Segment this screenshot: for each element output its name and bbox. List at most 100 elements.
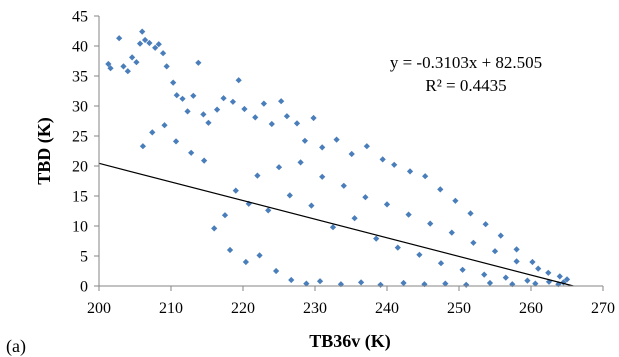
- scatter-point: [563, 276, 571, 283]
- scatter-point: [241, 105, 248, 113]
- y-tick-label: 5: [80, 249, 88, 266]
- scatter-point: [220, 95, 227, 102]
- scatter-point: [221, 212, 229, 219]
- scatter-point: [159, 50, 167, 57]
- scatter-point: [481, 271, 488, 278]
- scatter-point: [377, 281, 384, 288]
- scatter-point: [329, 224, 337, 231]
- scatter-point: [133, 59, 140, 66]
- scatter-point: [491, 248, 499, 255]
- scatter-point: [179, 95, 186, 102]
- scatter-point: [319, 173, 326, 180]
- scatter-point: [373, 235, 380, 242]
- scatter-point: [391, 161, 398, 168]
- scatter-point: [201, 157, 208, 164]
- scatter-point: [463, 281, 470, 288]
- scatter-point: [459, 266, 466, 273]
- y-tick-label: 40: [72, 39, 88, 56]
- scatter-point: [363, 143, 370, 150]
- scatter-point: [448, 229, 455, 236]
- scatter-point: [379, 156, 386, 163]
- scatter-point: [308, 202, 315, 209]
- scatter-point: [173, 92, 180, 99]
- scatter-point: [275, 164, 283, 171]
- scatter-point: [357, 279, 365, 286]
- scatter-point: [293, 120, 301, 127]
- scatter-point: [513, 246, 520, 253]
- scatter-point: [229, 98, 237, 105]
- scatter-point: [252, 114, 259, 121]
- scatter-point: [497, 232, 504, 239]
- scatter-point: [310, 114, 317, 122]
- scatter-point: [211, 225, 218, 232]
- x-tick-label: 270: [591, 300, 615, 317]
- scatter-point: [524, 277, 531, 284]
- y-tick-label: 30: [72, 99, 88, 116]
- x-tick-label: 220: [231, 300, 255, 317]
- scatter-point: [232, 187, 239, 194]
- scatter-point: [394, 244, 401, 251]
- scatter-point: [288, 276, 295, 284]
- scatter-point: [278, 98, 285, 105]
- scatter-point: [416, 251, 423, 258]
- scatter-point: [161, 122, 168, 129]
- scatter-point: [283, 113, 291, 120]
- scatter-point: [141, 36, 149, 44]
- scatter-point: [452, 197, 459, 204]
- y-tick-label: 0: [80, 279, 88, 296]
- scatter-point: [303, 280, 310, 287]
- scatter-point: [213, 106, 221, 113]
- scatter-point: [513, 258, 520, 265]
- y-axis-title: TBD (K): [34, 117, 55, 185]
- scatter-point: [170, 79, 177, 86]
- y-tick-label: 15: [72, 189, 88, 206]
- scatter-point: [340, 182, 347, 189]
- scatter-point: [146, 39, 153, 47]
- scatter-point: [163, 63, 170, 70]
- scatter-point: [242, 258, 249, 266]
- scatter-point: [437, 186, 444, 193]
- x-tick-label: 200: [87, 300, 111, 317]
- scatter-point: [383, 201, 391, 208]
- scatter-point: [405, 211, 412, 218]
- scatter-point: [190, 92, 197, 99]
- tick-labels: 200 210 220 230 240 250 260 270 0 5 10 15 20 25 30 35 40…: [72, 9, 615, 318]
- scatter-point: [205, 119, 212, 126]
- scatter-point: [486, 279, 494, 287]
- scatter-point: [535, 265, 542, 272]
- scatter-point: [316, 278, 324, 285]
- scatter-point: [149, 129, 156, 136]
- scatter-point: [184, 108, 191, 115]
- x-tick-label: 210: [159, 300, 183, 317]
- scatter-point: [319, 144, 326, 151]
- scatter-point: [129, 54, 136, 61]
- scatter-point: [470, 239, 477, 246]
- scatter-point: [529, 258, 536, 266]
- trendline: [98, 162, 574, 287]
- scatter-point: [351, 215, 358, 222]
- scatter-point: [362, 194, 369, 201]
- scatter-point: [437, 260, 445, 267]
- scatter-point: [286, 192, 293, 199]
- scatter-point: [139, 28, 146, 35]
- scatter-point: [200, 111, 207, 118]
- scatter-point: [556, 273, 563, 280]
- scatter-point: [235, 77, 242, 84]
- scatter-point: [260, 100, 267, 107]
- scatter-point: [545, 269, 552, 276]
- scatter-point: [155, 41, 162, 48]
- scatter-point: [120, 63, 127, 70]
- scatter-point: [482, 221, 489, 228]
- y-tick-label: 45: [72, 9, 88, 26]
- scatter-point: [297, 159, 304, 166]
- scatter-point: [116, 35, 123, 42]
- y-tick-label: 20: [72, 159, 88, 176]
- panel-label: (a): [6, 336, 26, 357]
- scatter-point: [136, 40, 144, 47]
- scatter-point: [139, 143, 147, 150]
- scatter-point: [152, 44, 159, 51]
- scatter-point: [301, 137, 309, 144]
- trendline-layer: [98, 162, 574, 287]
- x-tick-label: 250: [447, 300, 471, 317]
